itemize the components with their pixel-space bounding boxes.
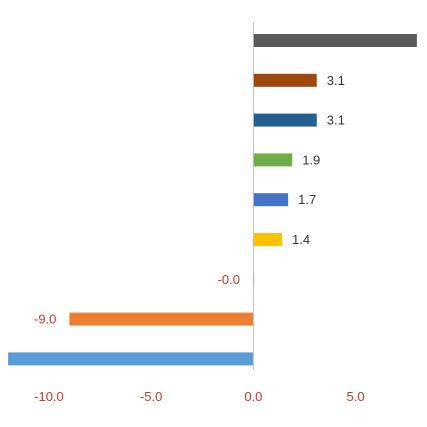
bar-1 xyxy=(253,34,417,47)
bar-3 xyxy=(253,113,317,127)
data-label-6: 1.4 xyxy=(292,232,310,247)
data-label-5: 1.7 xyxy=(298,192,316,207)
data-label-3: 3.1 xyxy=(327,113,345,128)
data-label-2: 3.1 xyxy=(327,73,345,88)
x-tick-label-4: 5.0 xyxy=(347,389,365,404)
x-tick-label-2: -5.0 xyxy=(140,389,162,404)
bars-group xyxy=(8,34,417,366)
bar-5 xyxy=(253,193,289,207)
x-tick-label-3: 0.0 xyxy=(244,389,262,404)
bar-8 xyxy=(69,312,254,326)
x-tick-label-1: -10.0 xyxy=(34,389,64,404)
bar-9 xyxy=(8,352,254,366)
data-label-4: 1.9 xyxy=(302,152,320,167)
data-label-7: -0.0 xyxy=(218,272,240,287)
bar-2 xyxy=(253,73,317,87)
x-tick-labels-group: -10.0 -5.0 0.0 5.0 xyxy=(34,389,364,404)
bar-4 xyxy=(253,153,293,167)
data-label-8: -9.0 xyxy=(34,312,56,327)
data-labels-group: 3.1 3.1 1.9 1.7 1.4 -0.0 -9.0 xyxy=(34,73,345,327)
bar-6 xyxy=(253,233,282,246)
